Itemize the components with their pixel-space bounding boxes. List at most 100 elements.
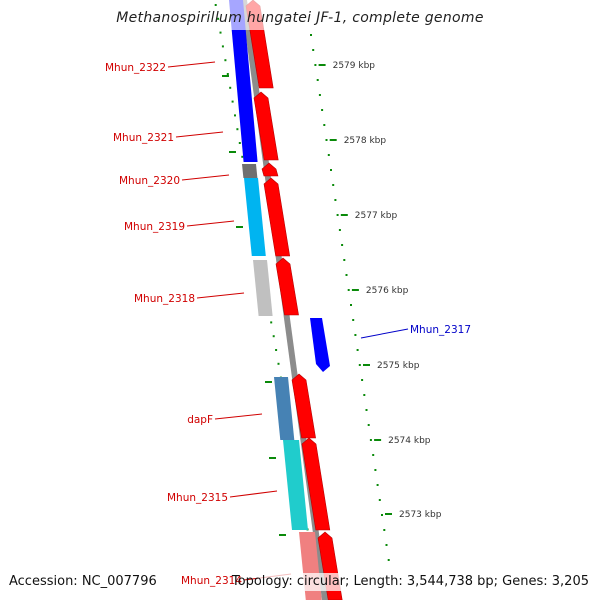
right-dotted-ruler [310, 34, 390, 561]
gene-label: Mhun_2322 [105, 62, 166, 74]
scale-tick [222, 75, 229, 77]
ruler-dot [316, 79, 319, 81]
ruler-dot [214, 4, 217, 6]
ruler-dot [236, 128, 239, 131]
ruler-dot [310, 34, 312, 36]
ruler-dot [372, 454, 375, 456]
gene-label-leader [196, 292, 245, 299]
ruler-dot [363, 394, 366, 396]
ruler-dot [385, 544, 388, 546]
gene-label: Mhun_2315 [167, 492, 228, 504]
accession-text: Accession: NC_007796 [9, 574, 157, 589]
ruler-dot [343, 259, 346, 261]
ruler-dot [314, 64, 317, 66]
ruler-dot [367, 424, 370, 426]
ruler-dot [354, 334, 357, 336]
gene-label: Mhun_2320 [119, 175, 180, 187]
forward-gene-arrow [301, 437, 331, 531]
forward-gene-arrow [263, 177, 291, 257]
scale-label: 2578 kbp [344, 136, 387, 146]
title-overlap-shade [225, 0, 265, 30]
ruler-dot [332, 184, 335, 186]
scale-tick [374, 439, 382, 441]
ruler-dot [325, 139, 328, 141]
gene-arrow-mhun-2317 [310, 318, 330, 372]
forward-gene-arrow [275, 257, 299, 316]
gene-block [229, 0, 258, 162]
scale-label: 2575 kbp [377, 361, 420, 371]
gene-block [274, 377, 295, 440]
ruler-dot [327, 154, 330, 156]
ruler-dot [226, 73, 229, 75]
scale-tick [229, 151, 236, 153]
scale-tick [385, 513, 392, 515]
ruler-dot [350, 304, 352, 306]
gene-label-leader [167, 61, 216, 68]
gene-label: Mhun_2317 [410, 324, 471, 336]
ruler-dot [387, 559, 390, 561]
ruler-dot [338, 229, 341, 231]
scale-label: 2573 kbp [399, 510, 442, 520]
footer-underlay [258, 573, 594, 591]
scale-label: 2574 kbp [388, 436, 431, 446]
ruler-dot [336, 214, 339, 216]
scale-tick [318, 64, 326, 66]
scale-tick [363, 364, 370, 366]
forward-gene-arrow [253, 91, 279, 161]
ruler-dot [347, 289, 350, 291]
ruler-dot [361, 379, 364, 381]
map-title: Methanospirillum hungatei JF-1, complete… [116, 10, 484, 26]
ruler-dot [234, 114, 236, 117]
gene-label-leader [186, 220, 235, 227]
ruler-dot [312, 49, 315, 51]
scale-label: 2577 kbp [355, 211, 398, 221]
ruler-dot [376, 484, 379, 486]
gene-label-leader [360, 328, 409, 339]
ruler-dot [365, 409, 368, 411]
scale-tick [340, 214, 348, 216]
ruler-dot [356, 349, 359, 351]
ruler-dot [221, 45, 224, 48]
ruler-dot [270, 321, 273, 324]
scale-tick [329, 139, 337, 141]
gene-label-leader [175, 131, 224, 138]
ruler-dot [321, 109, 324, 111]
ruler-dot [378, 499, 381, 501]
ruler-dot [229, 86, 232, 89]
ruler-dot [318, 94, 321, 96]
scale-tick [236, 226, 243, 228]
ruler-dot [352, 319, 355, 321]
ruler-dot [334, 199, 337, 201]
gene-block [244, 178, 266, 256]
ruler-dot [277, 362, 280, 365]
ruler-dot [330, 169, 332, 171]
scale-label: 2579 kbp [333, 61, 376, 71]
ruler-dot [345, 274, 348, 276]
gene-label: Mhun_2319 [124, 221, 185, 233]
gene-label: dapF [187, 414, 213, 426]
scale-label: 2576 kbp [366, 286, 409, 296]
ruler-dot [217, 17, 220, 20]
scale-tick [265, 381, 272, 383]
gene-label-leader [181, 174, 230, 181]
ruler-dot [238, 142, 241, 144]
ruler-dot [358, 364, 361, 366]
gene-label-leader [229, 490, 278, 498]
gene-label-leader [214, 413, 263, 420]
forward-gene-arrow [291, 373, 316, 439]
gene-label: Mhun_2314 [181, 575, 242, 587]
ruler-dot [275, 349, 278, 351]
ruler-dot [224, 59, 227, 62]
ruler-dot [369, 439, 372, 441]
ruler-dot [341, 244, 344, 246]
ruler-dot [323, 124, 326, 126]
gene-label: Mhun_2318 [134, 293, 195, 305]
gene-block [242, 164, 258, 178]
ruler-dot [241, 155, 244, 158]
ruler-dot [272, 335, 275, 338]
ruler-dot [219, 31, 222, 34]
ruler-dot [231, 100, 234, 103]
gene-block [283, 440, 308, 530]
ruler-dot [383, 529, 386, 531]
